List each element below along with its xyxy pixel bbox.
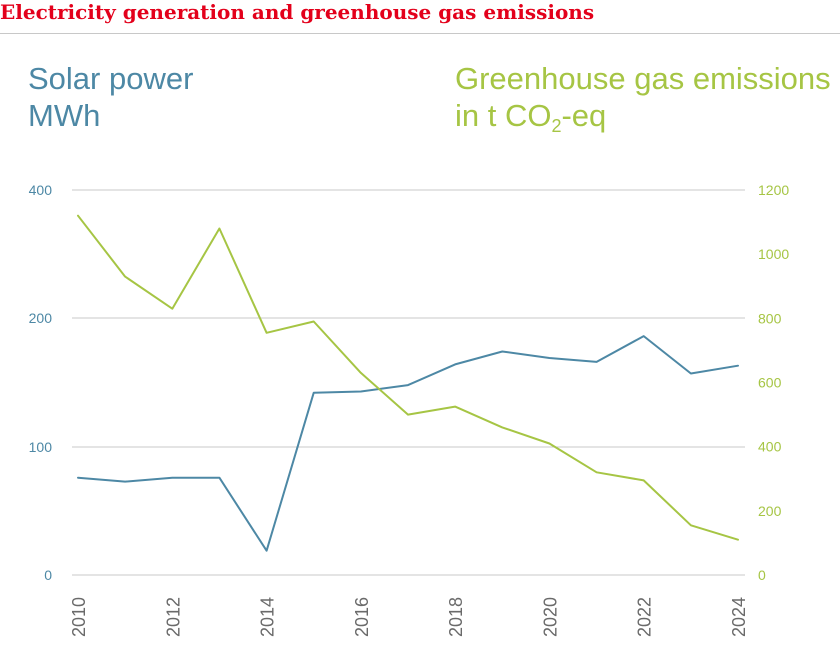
right-axis-unit-post: -eq xyxy=(561,98,607,133)
right-axis-title: Greenhouse gas emissions in t CO2-eq xyxy=(455,60,831,136)
x-tick-label: 2022 xyxy=(635,597,655,637)
x-tick-label: 2010 xyxy=(69,597,89,637)
right-axis-title-line1: Greenhouse gas emissions xyxy=(455,61,831,96)
left-axis-title-line1: Solar power xyxy=(28,61,194,96)
grid-lines xyxy=(72,189,745,576)
left-axis-title: Solar power MWh xyxy=(28,60,193,134)
left-tick-label: 0 xyxy=(44,567,52,583)
right-tick-label: 200 xyxy=(758,503,782,519)
right-axis-ticks: 0 200 400 600 800 1000 1200 xyxy=(758,182,789,583)
x-tick-label: 2024 xyxy=(729,597,749,637)
series-lines xyxy=(77,214,739,552)
emissions-series-line xyxy=(77,214,739,541)
title-divider xyxy=(0,33,840,34)
left-tick-label: 100 xyxy=(29,439,53,455)
x-tick-label: 2016 xyxy=(352,597,372,637)
left-axis-ticks: 0 100 200 400 xyxy=(29,182,53,583)
solar-series-line xyxy=(77,335,739,552)
right-axis-unit-sub: 2 xyxy=(551,116,562,136)
right-axis-unit-pre: in t CO xyxy=(455,98,552,133)
right-axis-title-unit: in t CO2-eq xyxy=(455,97,831,136)
right-tick-label: 600 xyxy=(758,375,782,391)
left-axis-title-unit: MWh xyxy=(28,98,101,133)
left-tick-label: 400 xyxy=(29,182,53,198)
right-tick-label: 1000 xyxy=(758,246,789,262)
x-tick-label: 2020 xyxy=(540,597,560,637)
x-tick-label: 2012 xyxy=(163,597,183,637)
x-axis-ticks: 2010 2012 2014 2016 2018 2020 2022 2024 xyxy=(69,597,749,637)
right-tick-label: 800 xyxy=(758,310,782,326)
right-tick-label: 400 xyxy=(758,439,782,455)
x-tick-label: 2014 xyxy=(258,597,278,637)
page-title: Electricity generation and greenhouse ga… xyxy=(0,0,595,24)
left-tick-label: 200 xyxy=(29,310,53,326)
right-tick-label: 0 xyxy=(758,567,766,583)
x-tick-label: 2018 xyxy=(446,597,466,637)
right-tick-label: 1200 xyxy=(758,182,789,198)
